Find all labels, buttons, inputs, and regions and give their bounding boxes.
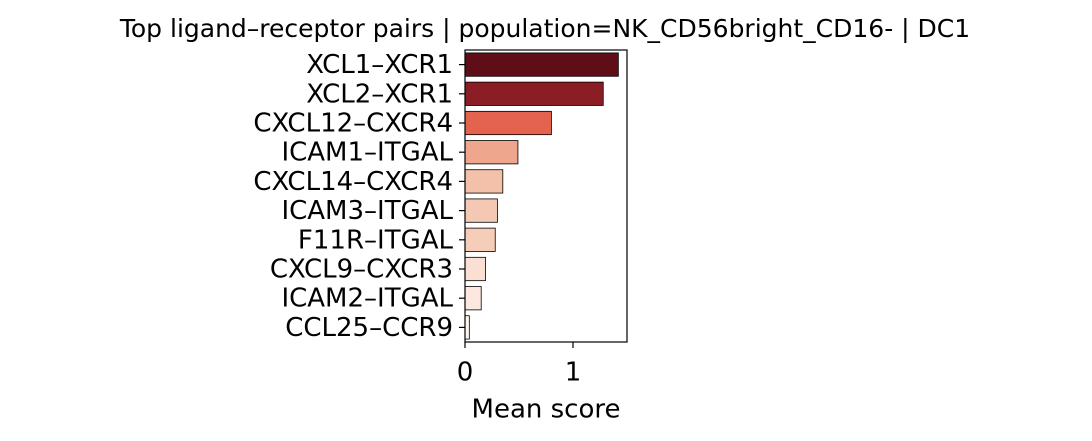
y-tick-label: CCL25–CCR9: [285, 313, 453, 343]
bar: [464, 256, 486, 282]
y-tick-label: XCL1–XCR1: [306, 50, 453, 80]
y-tick-label: CXCL12–CXCR4: [253, 109, 453, 139]
x-axis-label: Mean score: [472, 395, 621, 425]
bar: [464, 110, 552, 136]
x-tick-label: 0: [457, 358, 474, 388]
bar: [464, 52, 619, 77]
bar: [464, 227, 496, 252]
bar: [464, 140, 519, 165]
bar: [464, 169, 504, 194]
bar: [464, 315, 470, 340]
y-tick-label: ICAM1–ITGAL: [281, 138, 453, 168]
y-tick-label: F11R–ITGAL: [298, 225, 454, 255]
y-tick-label: ICAM3–ITGAL: [281, 196, 453, 226]
bar: [464, 198, 498, 223]
bar: [464, 286, 482, 311]
y-tick-label: CXCL9–CXCR3: [270, 255, 453, 285]
bar: [464, 81, 604, 106]
x-tick-label: 1: [565, 358, 582, 388]
y-tick-label: ICAM2–ITGAL: [281, 284, 453, 314]
y-tick-label: CXCL14–CXCR4: [253, 167, 453, 197]
plot-frame: [464, 49, 628, 343]
chart-title: Top ligand–receptor pairs | population=N…: [119, 14, 970, 43]
y-tick-label: XCL2–XCR1: [306, 79, 453, 109]
